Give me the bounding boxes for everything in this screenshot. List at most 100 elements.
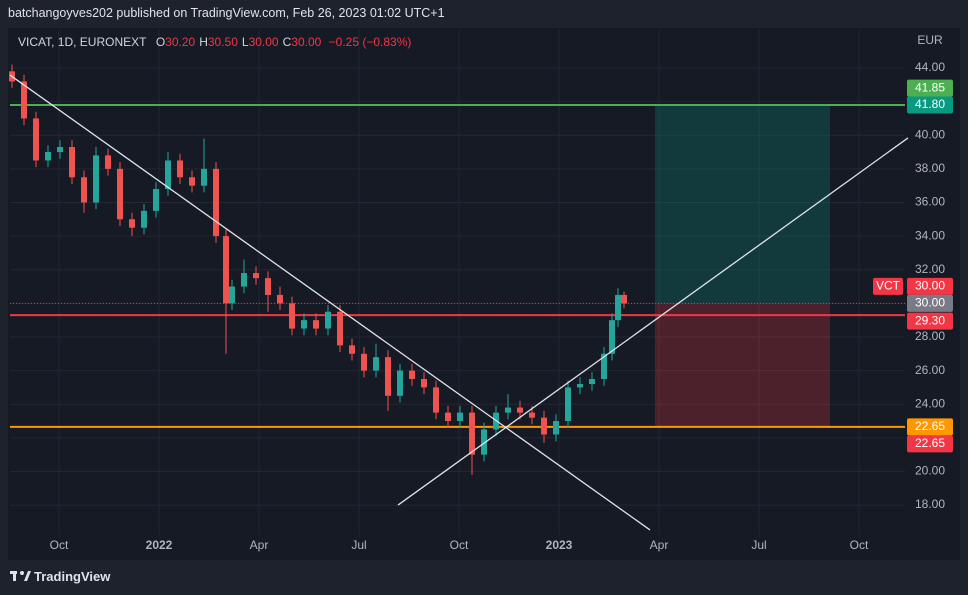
candle-body [153, 189, 159, 211]
candle-body [69, 147, 75, 178]
price-label-box [907, 79, 953, 97]
x-tick-label: Apr [650, 538, 669, 552]
candle-body [201, 168, 207, 186]
x-tick-label: Jul [351, 538, 366, 552]
price-label-box [907, 277, 953, 295]
candle-body [33, 118, 39, 161]
y-tick-label: 26.00 [915, 363, 945, 377]
candle-body [223, 236, 229, 304]
candle-body [129, 219, 135, 228]
candle-body [469, 412, 475, 455]
candle-body [105, 155, 111, 169]
candle-body [265, 278, 271, 295]
y-tick-label: 28.00 [915, 329, 945, 343]
candle-body [577, 384, 583, 388]
x-tick-label: Oct [50, 538, 69, 552]
trend-line [9, 74, 651, 531]
x-tick-label: Jul [751, 538, 766, 552]
candle-body [445, 412, 451, 422]
candle-body [165, 160, 171, 190]
candle-body [621, 294, 627, 304]
y-tick-label: 40.00 [915, 127, 945, 141]
ohlc-key: L [241, 35, 249, 49]
ohlc-key: H [199, 35, 208, 49]
y-tick-label: 18.00 [915, 497, 945, 511]
y-tick-label: 44.00 [915, 60, 945, 74]
candle-body [601, 353, 607, 379]
symbol-tag: VCT [876, 279, 901, 293]
candle-body [373, 357, 379, 371]
candle-body [481, 429, 487, 455]
legend: VICAT, 1D, EURONEXT O30.20 H30.50 L30.00 C3… [18, 35, 415, 49]
candle-body [421, 378, 427, 388]
price-label: 22.65 [915, 419, 945, 433]
profit-zone [655, 104, 830, 304]
x-tick-label: Oct [850, 538, 869, 552]
symbol-tag-box [873, 277, 903, 295]
x-tick-label: Oct [450, 538, 469, 552]
x-tick-label: 2023 [546, 538, 573, 552]
candle-body [213, 168, 219, 237]
ohlc-value: 30.20 [165, 35, 196, 49]
candle-body [189, 177, 195, 186]
price-label-box [907, 294, 953, 312]
candle-body [57, 147, 63, 153]
candle-body [289, 303, 295, 329]
candle-body [615, 294, 621, 321]
candle-body [505, 407, 511, 413]
ohlc-value: 30.50 [207, 35, 238, 49]
candle-body [117, 168, 123, 220]
currency: EUR [917, 33, 943, 47]
candle-body [253, 273, 259, 279]
publisher: batchangoyves202 published on TradingVie… [8, 6, 445, 20]
candle-body [21, 81, 27, 119]
candle-body [229, 286, 235, 304]
ohlc-value: 30.00 [248, 35, 279, 49]
price-label: 22.65 [915, 436, 945, 450]
price-label: 30.00 [915, 279, 945, 293]
ohlc: O30.20 H30.50 L30.00 C30.00 [156, 35, 326, 49]
price-label-box [907, 312, 953, 330]
candle-body [553, 421, 559, 435]
candle-body [517, 407, 523, 413]
trend-line [397, 137, 909, 506]
x-tick-label: Apr [250, 538, 269, 552]
candle-body [589, 378, 595, 385]
candle-body [349, 345, 355, 354]
candle-body [609, 320, 615, 354]
candle-body [397, 370, 403, 396]
x-tick-label: 2022 [146, 538, 173, 552]
candle-body [529, 412, 535, 418]
change: −0.25 (−0.83%) [328, 35, 412, 49]
candle-body [313, 320, 319, 329]
candle-body [81, 177, 87, 203]
candle-body [93, 155, 99, 203]
candle-body [433, 387, 439, 413]
ohlc-key: C [282, 35, 292, 49]
y-tick-label: 32.00 [915, 262, 945, 276]
candle-body [457, 412, 463, 422]
candle-body [337, 311, 343, 346]
price-label-box [907, 418, 953, 436]
price-label: 30.00 [915, 296, 945, 310]
y-tick-label: 20.00 [915, 464, 945, 478]
y-tick-label: 36.00 [915, 195, 945, 209]
candle-body [409, 370, 415, 379]
candle-body [277, 294, 283, 304]
logo [10, 571, 31, 581]
price-label: 41.80 [915, 97, 945, 111]
y-tick-label: 24.00 [915, 396, 945, 410]
brand: TradingView [34, 569, 111, 584]
y-tick-label: 38.00 [915, 161, 945, 175]
y-tick-label: 34.00 [915, 228, 945, 242]
candle-body [541, 417, 547, 435]
loss-zone [655, 303, 830, 427]
candle-body [325, 311, 331, 329]
ohlc-key: O [155, 35, 166, 49]
candle-body [385, 357, 391, 396]
candle-body [177, 160, 183, 178]
symbol: VICAT, 1D, EURONEXT [18, 35, 147, 49]
price-label: 29.30 [915, 313, 945, 327]
